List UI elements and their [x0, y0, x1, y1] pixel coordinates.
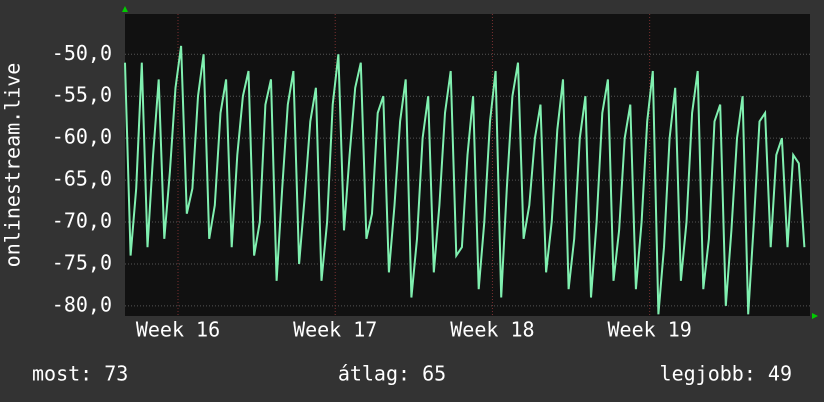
x-tick-label: Week 16: [136, 318, 220, 342]
y-tick-label: -50,0: [52, 41, 112, 65]
footer-stat: átlag: 65: [338, 362, 446, 386]
axis-arrow: [812, 313, 818, 319]
y-tick-label: -60,0: [52, 125, 112, 149]
x-tick-label: Week 18: [450, 318, 534, 342]
y-tick-label: -80,0: [52, 292, 112, 316]
footer-stat: most: 73: [32, 362, 128, 386]
y-tick-label: -75,0: [52, 250, 112, 274]
axis-arrow: [122, 6, 128, 12]
y-tick-label: -55,0: [52, 83, 112, 107]
y-tick-label: -65,0: [52, 167, 112, 191]
y-tick-label: -70,0: [52, 209, 112, 233]
footer-stat: legjobb: 49: [660, 362, 792, 386]
x-tick-label: Week 19: [607, 318, 691, 342]
data-line: [124, 45, 806, 315]
y-axis-label: onlinestream.live: [1, 63, 25, 268]
x-tick-label: Week 17: [293, 318, 377, 342]
